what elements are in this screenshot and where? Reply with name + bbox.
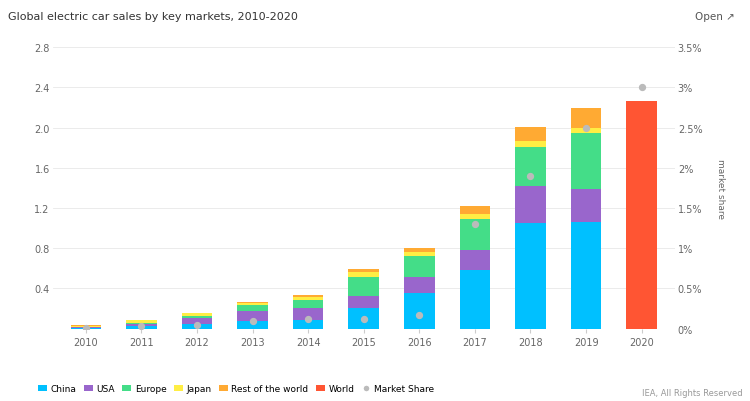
Market Share	[580, 125, 592, 132]
Bar	[460, 207, 490, 215]
Bar	[126, 324, 157, 326]
Text: IEA, All Rights Reserved: IEA, All Rights Reserved	[642, 388, 742, 397]
Bar	[515, 187, 546, 223]
Bar	[571, 189, 602, 222]
Market Share	[302, 316, 314, 322]
Bar	[571, 109, 602, 128]
Market Share	[247, 318, 259, 325]
Market Share	[191, 322, 203, 328]
Market Share	[469, 221, 481, 228]
Bar	[70, 326, 101, 327]
Bar	[571, 133, 602, 189]
Bar	[404, 277, 434, 294]
Bar	[515, 127, 546, 142]
Bar	[182, 318, 212, 324]
Bar	[515, 142, 546, 148]
Text: Global electric car sales by key markets, 2010-2020: Global electric car sales by key markets…	[8, 12, 297, 22]
Text: Open ↗: Open ↗	[695, 12, 735, 22]
Bar	[404, 294, 434, 329]
Bar	[126, 326, 157, 329]
Market Share	[524, 173, 536, 180]
Bar	[404, 253, 434, 256]
Bar	[349, 308, 379, 329]
Bar	[182, 324, 212, 329]
Bar	[515, 223, 546, 329]
Bar	[460, 215, 490, 220]
Bar	[293, 298, 323, 300]
Bar	[182, 313, 212, 316]
Bar	[70, 327, 101, 328]
Bar	[293, 309, 323, 320]
Bar	[404, 249, 434, 253]
Bar	[571, 222, 602, 329]
Market Share	[413, 312, 425, 318]
Bar	[182, 316, 212, 318]
Bar	[460, 251, 490, 271]
Bar	[237, 311, 268, 321]
Legend: China, USA, Europe, Japan, Rest of the world, World, Market Share: China, USA, Europe, Japan, Rest of the w…	[34, 380, 438, 397]
Bar	[460, 271, 490, 329]
Bar	[571, 128, 602, 133]
Market Share	[636, 85, 648, 91]
Bar	[293, 300, 323, 309]
Bar	[349, 273, 379, 277]
Y-axis label: market share: market share	[716, 158, 725, 219]
Bar	[349, 277, 379, 297]
Bar	[293, 295, 323, 298]
Bar	[515, 148, 546, 187]
Bar	[237, 306, 268, 311]
Bar	[460, 220, 490, 251]
Bar	[126, 320, 157, 324]
Bar	[293, 320, 323, 329]
Bar	[237, 321, 268, 329]
Bar	[70, 328, 101, 329]
Bar	[626, 101, 657, 329]
Bar	[237, 303, 268, 306]
Market Share	[136, 323, 148, 330]
Market Share	[358, 316, 370, 322]
Market Share	[80, 325, 92, 331]
Bar	[349, 269, 379, 273]
Bar	[237, 302, 268, 303]
Bar	[404, 256, 434, 277]
Bar	[349, 297, 379, 308]
